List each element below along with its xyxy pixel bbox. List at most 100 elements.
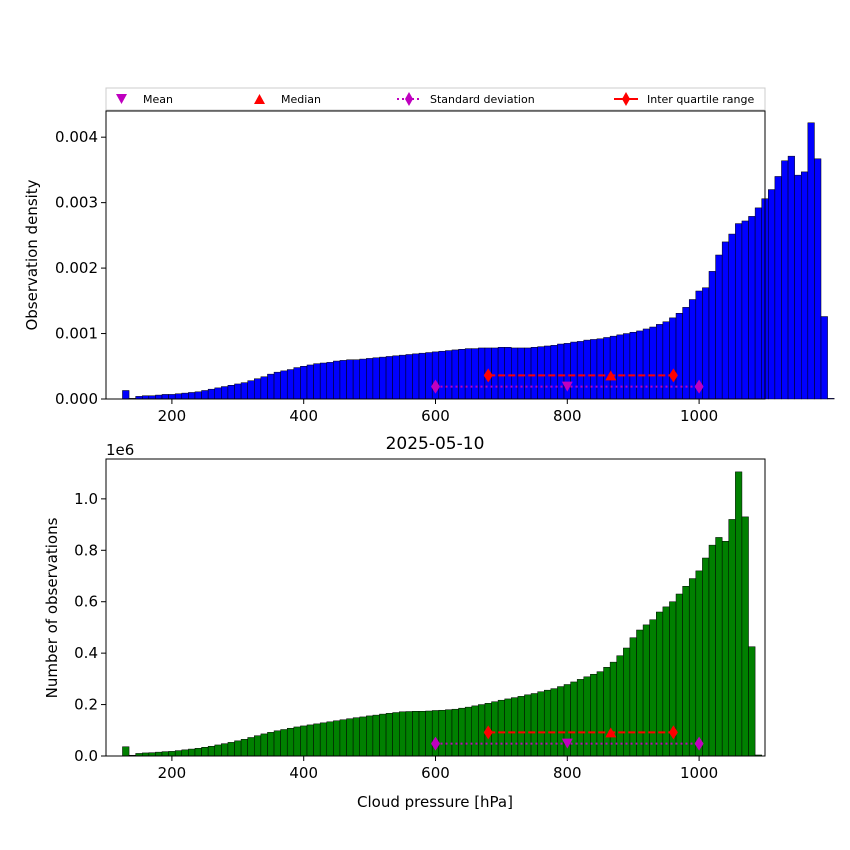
y-tick-label: 0.003	[55, 194, 98, 212]
count-bar	[247, 737, 255, 757]
count-bar	[221, 743, 229, 757]
count-bar	[491, 701, 499, 757]
density-bar	[616, 334, 624, 400]
density-bar	[728, 233, 736, 400]
density-bar	[543, 345, 552, 400]
count-bar	[405, 711, 413, 757]
density-bar	[399, 354, 407, 400]
density-bar	[688, 299, 697, 400]
density-bar	[576, 341, 585, 400]
count-bar	[629, 637, 637, 757]
density-bar	[735, 223, 743, 400]
density-bar	[405, 354, 413, 400]
count-bar	[379, 713, 387, 757]
count-bar	[445, 709, 453, 757]
density-y-axis-label: Observation density	[23, 179, 41, 330]
density-bar	[774, 176, 782, 400]
count-bar	[201, 747, 209, 757]
count-bar	[412, 711, 420, 757]
density-bar	[300, 366, 308, 400]
count-bar	[188, 748, 196, 757]
density-bar	[754, 207, 762, 400]
density-bar	[458, 349, 466, 400]
count-bar	[339, 719, 347, 757]
legend-entry-iqr: Inter quartile range	[614, 92, 754, 106]
density-bar	[240, 382, 248, 400]
x-tick-label: 200	[158, 764, 187, 782]
count-median-marker	[605, 727, 617, 738]
density-x-ticks: 200 400 600 800 1000	[158, 399, 718, 425]
density-bar	[511, 347, 519, 400]
density-bar	[787, 155, 795, 400]
count-bar	[174, 750, 183, 757]
count-bar	[181, 749, 189, 757]
density-bar	[583, 339, 591, 400]
density-bar	[557, 343, 565, 400]
legend: Mean Median Standard deviation Inter qua…	[105, 87, 766, 111]
density-bar	[794, 174, 802, 400]
density-bar	[820, 316, 828, 400]
density-bar	[181, 392, 189, 400]
density-bar	[201, 390, 209, 400]
density-bar	[339, 360, 347, 400]
count-bar	[385, 713, 393, 757]
y-tick-label: 1.0	[74, 490, 98, 508]
count-bar	[735, 471, 743, 757]
legend-frame	[105, 87, 766, 111]
density-bar	[214, 387, 222, 400]
legend-label-median: Median	[281, 93, 321, 106]
count-bar	[234, 740, 242, 757]
density-bar	[326, 362, 334, 400]
density-iqr-marker	[483, 368, 493, 383]
count-bar	[708, 544, 716, 757]
density-bar	[708, 271, 716, 400]
density-bar	[649, 326, 657, 400]
count-bar	[543, 689, 552, 757]
density-bar	[748, 216, 756, 400]
density-bar	[741, 220, 749, 400]
count-bar	[372, 714, 380, 757]
count-bar	[438, 709, 446, 757]
count-bar	[254, 735, 262, 757]
count-bar	[497, 699, 505, 757]
density-bar	[207, 388, 215, 400]
count-std-marker	[694, 736, 704, 751]
count-bar	[695, 570, 703, 757]
count-bar	[286, 727, 295, 757]
x-tick-label: 600	[421, 407, 450, 425]
density-median-marker	[605, 370, 617, 381]
x-tick-label: 1000	[680, 764, 718, 782]
density-bar	[247, 380, 255, 400]
x-tick-label: 800	[553, 764, 582, 782]
count-bar	[161, 751, 169, 757]
count-bar	[168, 751, 176, 757]
count-bar	[333, 720, 341, 757]
count-bar	[688, 578, 697, 757]
count-bar	[207, 745, 215, 757]
count-y-ticks: 0.0 0.2 0.4 0.6 0.8 1.0	[74, 490, 106, 765]
y-tick-label: 0.4	[74, 644, 98, 662]
count-bar	[451, 708, 459, 757]
density-statistics-markers	[431, 368, 704, 394]
x-tick-label: 400	[289, 764, 318, 782]
density-std-marker	[431, 379, 440, 394]
count-bar	[721, 541, 730, 757]
density-panel: 200 400 600 800 1000 0.0000.0010.0020.0030.0…	[23, 110, 835, 425]
density-bar	[122, 390, 130, 400]
density-bar	[379, 356, 387, 400]
count-x-ticks: 200 400 600 800 1000	[158, 756, 718, 782]
count-bar	[570, 681, 578, 757]
legend-entry-std: Standard deviation	[397, 92, 535, 106]
density-bar	[814, 158, 822, 400]
count-bar	[623, 647, 631, 757]
density-bar	[418, 352, 426, 400]
median-marker-icon	[254, 94, 265, 104]
count-bar	[478, 704, 486, 757]
count-bar	[214, 744, 222, 757]
x-tick-label: 400	[289, 407, 318, 425]
density-bar	[636, 330, 644, 400]
density-bar	[280, 370, 288, 400]
density-bar	[702, 287, 710, 400]
count-bar	[148, 752, 156, 757]
mean-marker-icon	[116, 94, 127, 104]
